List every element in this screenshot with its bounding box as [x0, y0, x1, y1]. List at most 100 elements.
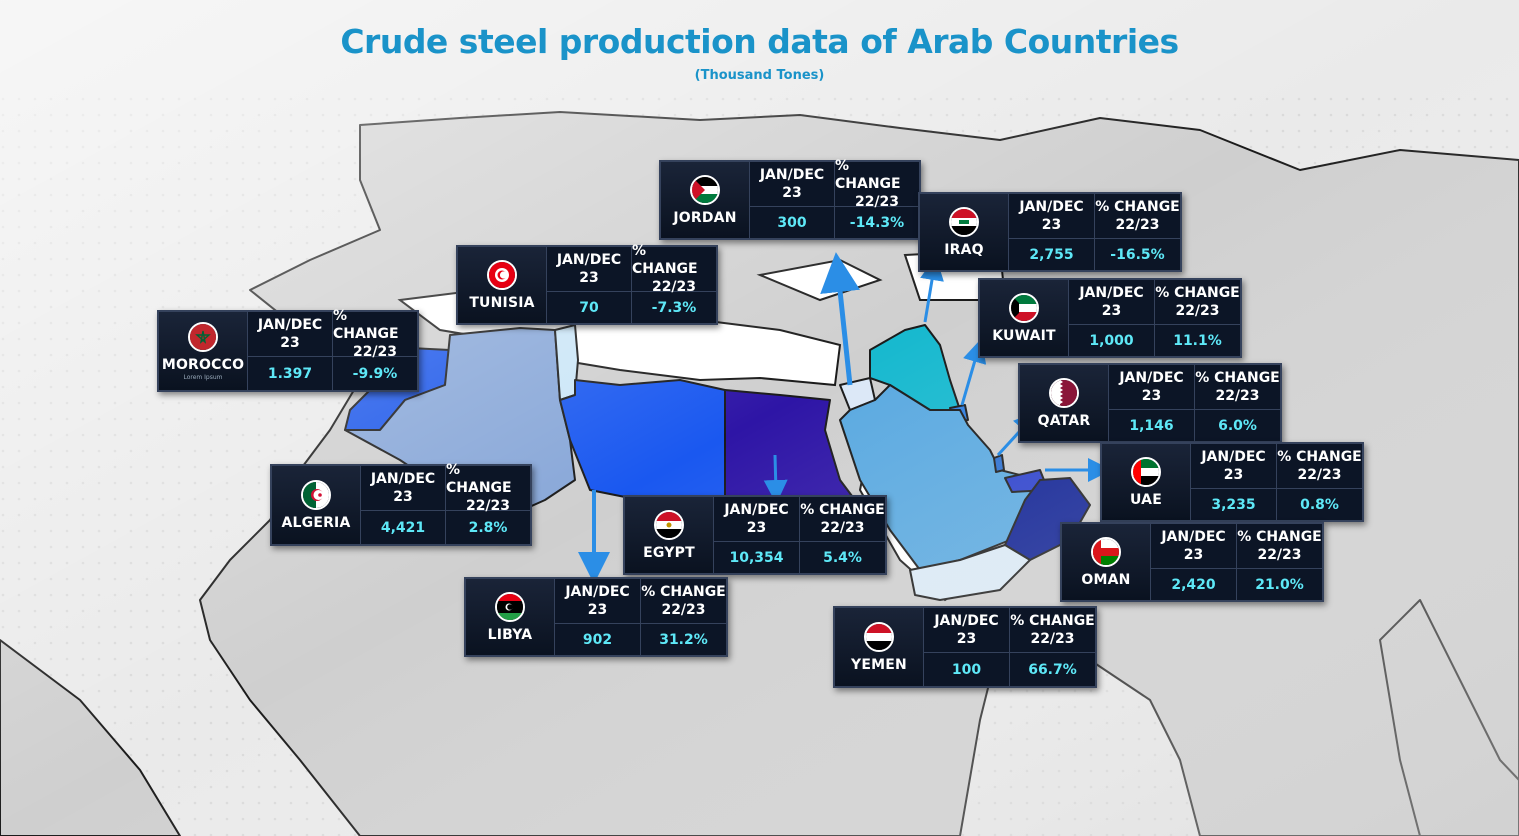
change-header: % CHANGE 22/23 [641, 579, 726, 624]
change-value: -7.3% [651, 299, 697, 316]
country-label-block: EGYPT [625, 497, 714, 573]
iraq-flag-icon [949, 206, 979, 237]
production-header: JAN/DEC 23 [1191, 444, 1276, 489]
country-label-block: ALGERIA [272, 466, 361, 544]
change-label: % CHANGE [1010, 613, 1095, 629]
production-column: JAN/DEC 23 100 [924, 608, 1009, 686]
change-column: % CHANGE 22/23 31.2% [640, 579, 726, 655]
change-column: % CHANGE 22/23 -7.3% [631, 243, 716, 323]
change-label: % CHANGE [333, 308, 399, 342]
change-header: % CHANGE 22/23 [1095, 194, 1180, 239]
production-value: 1,146 [1129, 417, 1174, 434]
change-column: % CHANGE 22/23 5.4% [799, 497, 885, 573]
country-subtext: Lorem Ipsum [183, 373, 223, 381]
page-subtitle: (Thousand Tones) [694, 68, 825, 83]
country-card-yemen: YEMEN JAN/DEC 23 100 % CHANGE 22/23 66.7… [833, 606, 1097, 688]
country-card-libya: LIBYA JAN/DEC 23 902 % CHANGE 22/23 31.2… [464, 577, 728, 657]
production-value: 70 [579, 299, 599, 316]
arrow-egypt [763, 454, 788, 504]
change-value: -14.3% [849, 214, 905, 231]
production-column: JAN/DEC 23 10,354 [714, 497, 799, 573]
country-card-oman: OMAN JAN/DEC 23 2,420 % CHANGE 22/23 21.… [1060, 522, 1324, 602]
change-years: 22/23 [1297, 467, 1342, 483]
change-column: % CHANGE 22/23 0.8% [1276, 444, 1362, 520]
period-label: JAN/DEC [1019, 199, 1084, 215]
country-label-block: IRAQ [920, 194, 1009, 270]
country-name: JORDAN [673, 209, 737, 226]
period-year: 23 [1183, 547, 1204, 563]
morocco-flag-icon [188, 321, 218, 352]
algeria-flag-icon [301, 479, 331, 510]
country-name: IRAQ [944, 241, 984, 258]
arrow-kuwait [960, 338, 987, 406]
change-value: 66.7% [1028, 661, 1077, 678]
period-year: 23 [782, 185, 802, 201]
page-title: Crude steel production data of Arab Coun… [340, 22, 1179, 61]
change-label: % CHANGE [1155, 285, 1240, 301]
country-name: QATAR [1037, 412, 1091, 429]
change-years: 22/23 [820, 520, 865, 536]
production-column: JAN/DEC 23 1,146 [1109, 365, 1194, 441]
change-header: % CHANGE 22/23 [1237, 524, 1322, 569]
change-label: % CHANGE [800, 502, 885, 518]
change-years: 22/23 [1030, 631, 1075, 647]
period-label: JAN/DEC [370, 471, 436, 487]
change-years: 22/23 [1175, 303, 1220, 319]
change-value: 6.0% [1218, 417, 1257, 434]
period-year: 23 [579, 270, 599, 286]
change-header: % CHANGE 22/23 [1277, 444, 1362, 489]
country-label-block: QATAR [1020, 365, 1109, 441]
change-value: 21.0% [1255, 576, 1304, 593]
production-value: 10,354 [729, 549, 784, 566]
production-column: JAN/DEC 23 2,420 [1151, 524, 1236, 600]
change-column: % CHANGE 22/23 6.0% [1194, 365, 1280, 441]
country-card-tunisia: TUNISIA JAN/DEC 23 70 % CHANGE 22/23 -7.… [456, 243, 718, 325]
change-header: % CHANGE 22/23 [800, 497, 885, 542]
country-name: LIBYA [487, 626, 533, 643]
change-years: 22/23 [1215, 388, 1260, 404]
change-label: % CHANGE [835, 158, 901, 192]
country-name: EGYPT [643, 544, 695, 561]
country-label-block: KUWAIT [980, 280, 1069, 356]
change-years: 22/23 [651, 279, 697, 295]
production-header: JAN/DEC 23 [547, 247, 631, 292]
production-value: 2,755 [1029, 246, 1074, 263]
production-value: 100 [951, 661, 982, 678]
change-column: % CHANGE 22/23 21.0% [1236, 524, 1322, 600]
period-label: JAN/DEC [934, 613, 999, 629]
tunisia-flag-icon [487, 259, 517, 290]
change-column: % CHANGE 22/23 11.1% [1154, 280, 1240, 356]
country-card-jordan: JORDAN JAN/DEC 23 300 % CHANGE 22/23 -14… [659, 158, 921, 240]
country-label-block: UAE [1102, 444, 1191, 520]
change-years: 22/23 [661, 602, 706, 618]
production-header: JAN/DEC 23 [361, 466, 445, 511]
change-years: 22/23 [1257, 547, 1302, 563]
production-header: JAN/DEC 23 [248, 312, 332, 357]
change-label: % CHANGE [1237, 529, 1322, 545]
change-years: 22/23 [465, 498, 511, 514]
change-years: 22/23 [1115, 217, 1160, 233]
kuwait-flag-icon [1009, 292, 1039, 323]
country-card-kuwait: KUWAIT JAN/DEC 23 1,000 % CHANGE 22/23 1… [978, 278, 1242, 358]
production-column: JAN/DEC 23 4,421 [361, 466, 445, 544]
period-label: JAN/DEC [257, 317, 323, 333]
change-years: 22/23 [854, 194, 900, 210]
change-header: % CHANGE 22/23 [446, 462, 530, 514]
country-label-block: OMAN [1062, 524, 1151, 600]
period-year: 23 [956, 631, 977, 647]
change-value: 31.2% [659, 631, 708, 648]
period-year: 23 [587, 602, 608, 618]
period-year: 23 [1041, 217, 1062, 233]
yemen-flag-icon [864, 621, 894, 652]
period-label: JAN/DEC [724, 502, 789, 518]
period-year: 23 [746, 520, 767, 536]
country-card-qatar: QATAR JAN/DEC 23 1,146 % CHANGE 22/23 6.… [1018, 363, 1282, 443]
country-card-iraq: IRAQ JAN/DEC 23 2,755 % CHANGE 22/23 -16… [918, 192, 1182, 272]
country-label-block: YEMEN [835, 608, 924, 686]
production-column: JAN/DEC 23 3,235 [1191, 444, 1276, 520]
country-label-block: TUNISIA [458, 247, 547, 323]
change-label: % CHANGE [1095, 199, 1180, 215]
change-header: % CHANGE 22/23 [1010, 608, 1095, 653]
period-label: JAN/DEC [759, 167, 825, 183]
